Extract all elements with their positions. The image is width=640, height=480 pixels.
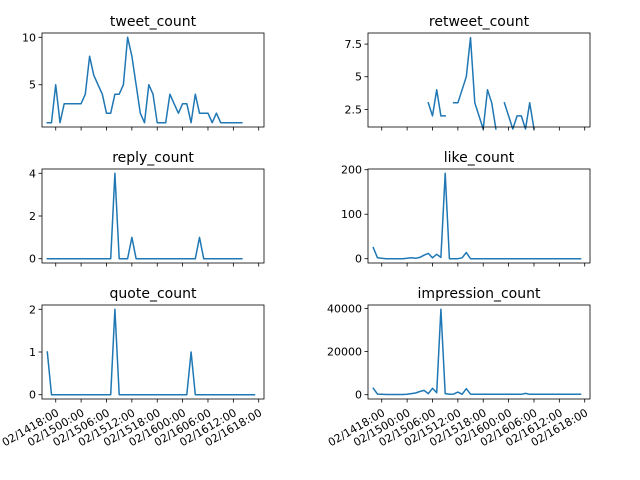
- quote-count-title: quote_count: [110, 286, 197, 302]
- subplot-retweet-count: retweet_count 2.5 5 7.5: [345, 14, 591, 131]
- like-count-axes-frame: [367, 168, 591, 264]
- like-count-y-tick-label: 0: [355, 253, 362, 266]
- quote-count-series-line: [46, 308, 256, 396]
- reply-count-y-tick-label: 2: [29, 210, 36, 223]
- subplot-like-count: like_count 0 100 200: [341, 150, 591, 267]
- tweet-count-y-tick-label: 5: [29, 79, 36, 92]
- retweet-count-axes-frame: [367, 32, 591, 128]
- impression-count-title: impression_count: [418, 286, 541, 302]
- retweet-count-y-tick-label: 7.5: [345, 38, 363, 51]
- like-count-y-tick-label: 100: [341, 208, 362, 221]
- reply-count-series-line: [46, 172, 243, 260]
- retweet-count-series-line: [427, 36, 535, 130]
- impression-count-axes-frame: [367, 304, 591, 400]
- impression-count-y-tick-label: 0: [355, 389, 362, 402]
- subplot-tweet-count: tweet_count 5 10: [22, 14, 265, 131]
- like-count-title: like_count: [444, 150, 515, 166]
- reply-count-y-tick-label: 4: [29, 167, 36, 180]
- like-count-y-tick-label: 200: [341, 164, 362, 177]
- quote-count-y-tick-label: 2: [29, 303, 36, 316]
- impression-count-y-tick-label: 40000: [327, 302, 362, 315]
- tweet-count-series-line: [46, 36, 243, 124]
- reply-count-y-tick-label: 0: [29, 253, 36, 266]
- retweet-count-y-tick-label: 2.5: [345, 103, 363, 116]
- tweet-count-y-tick-label: 10: [22, 31, 36, 44]
- tweet-count-title: tweet_count: [110, 14, 197, 30]
- quote-count-y-tick-label: 0: [29, 389, 36, 402]
- retweet-count-y-tick-label: 5: [355, 71, 362, 84]
- retweet-count-title: retweet_count: [429, 14, 530, 30]
- reply-count-title: reply_count: [112, 150, 194, 166]
- tweet-count-axes-frame: [41, 32, 265, 128]
- subplot-reply-count: reply_count 0 2 4: [29, 150, 265, 267]
- impression-count-series-line: [372, 308, 582, 396]
- like-count-series-line: [372, 172, 582, 260]
- impression-count-y-tick-label: 20000: [327, 346, 362, 359]
- quote-count-y-tick-label: 1: [29, 346, 36, 359]
